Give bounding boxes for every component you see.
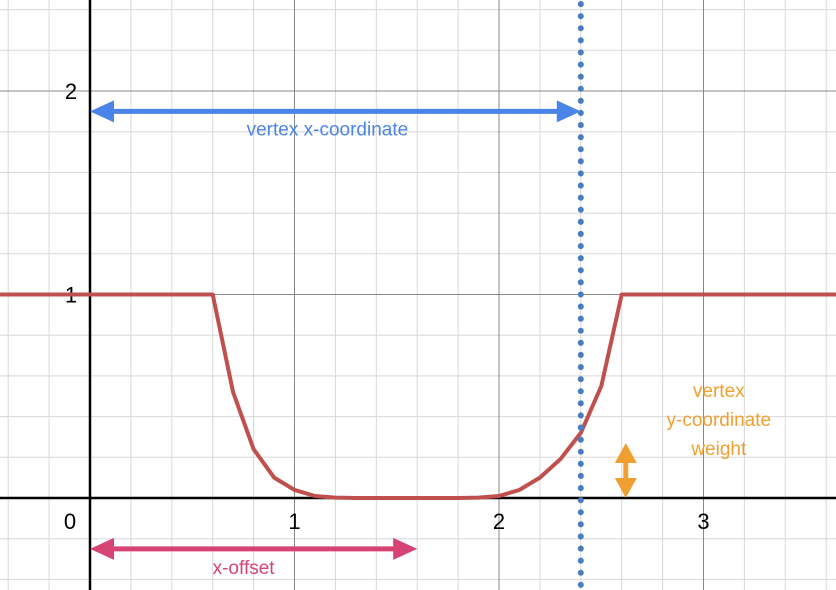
weight-label-line: vertex (693, 381, 745, 402)
x-offset-arrow-head-right (393, 537, 418, 560)
vertex-x-label: vertex x-coordinate (247, 119, 409, 140)
vertex-x-arrow-head-right (556, 100, 581, 123)
weight-label-line: weight (690, 439, 747, 460)
annotations: vertex x-coordinate x-offset vertex y-coord… (90, 100, 771, 579)
x-offset-arrow-head-left (90, 537, 114, 560)
weight-label-line: y-coordinate (667, 410, 772, 431)
x-offset-label: x-offset (213, 558, 276, 579)
y-tick-label: 2 (65, 79, 77, 104)
vertex-x-arrow-head-left (90, 100, 114, 123)
curve-line (0, 292, 836, 500)
vertex-x-arrow (90, 100, 581, 123)
weight-arrow (614, 443, 637, 498)
x-offset-arrow (90, 537, 418, 560)
weight-arrow-head-bottom (614, 478, 637, 498)
curve-layer (0, 292, 836, 500)
weight-arrow-head-top (614, 443, 637, 464)
x-tick-label: 3 (697, 509, 709, 534)
x-tick-label: 1 (288, 509, 300, 534)
x-tick-label: 2 (493, 509, 505, 534)
x-tick-label: 0 (64, 509, 76, 534)
tick-labels: 0 1 2 312 (64, 79, 710, 534)
